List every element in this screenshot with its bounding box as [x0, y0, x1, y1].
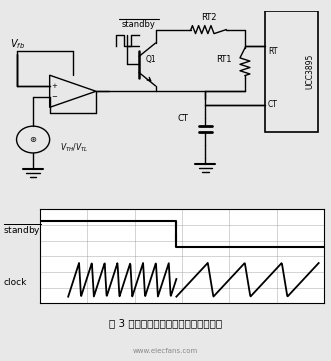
Text: $\overline{\mathrm{standby}}$: $\overline{\mathrm{standby}}$	[3, 222, 41, 238]
Text: CT: CT	[178, 114, 189, 123]
Text: UCC3895: UCC3895	[306, 53, 314, 89]
Text: ⊛: ⊛	[29, 135, 37, 144]
Text: $V_{fb}$: $V_{fb}$	[10, 37, 25, 51]
Text: clock: clock	[3, 278, 27, 287]
Text: RT2: RT2	[201, 13, 216, 22]
Text: Q1: Q1	[146, 55, 156, 64]
Text: +: +	[52, 83, 58, 89]
Text: CT: CT	[268, 100, 278, 109]
Text: RT: RT	[268, 47, 278, 56]
Text: 图 3 时钟频率突降实现电路和时钟波形: 图 3 时钟频率突降实现电路和时钟波形	[109, 318, 222, 329]
Text: −: −	[52, 93, 58, 100]
Text: www.elecfans.com: www.elecfans.com	[133, 348, 198, 354]
Text: standby: standby	[122, 20, 156, 29]
Text: RT1: RT1	[216, 55, 232, 64]
Text: $V_{TH}/V_{TL}$: $V_{TH}/V_{TL}$	[60, 142, 88, 154]
